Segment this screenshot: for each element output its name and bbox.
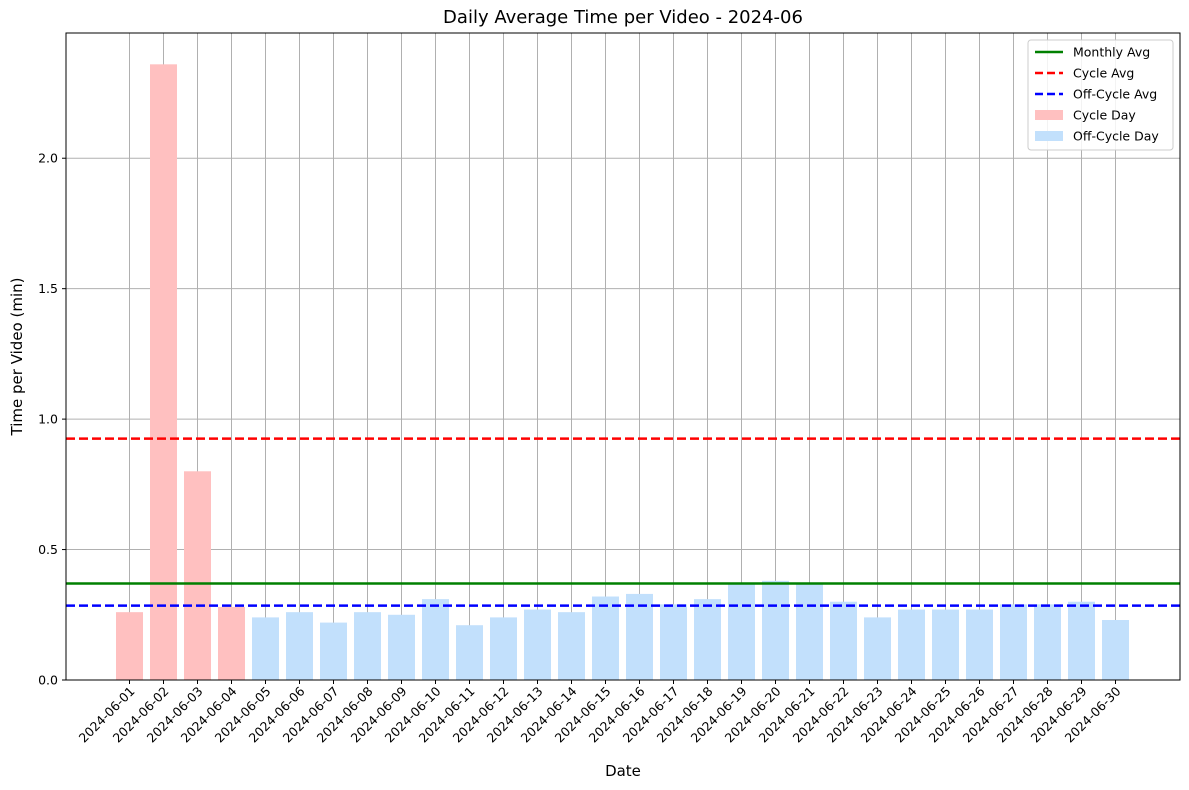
y-axis-ticks: 0.0 0.5 1.0 1.5 2.0 [38, 151, 66, 688]
reference-lines-layer [66, 437, 1180, 607]
bar-off-cycle-day [728, 583, 755, 680]
bar-off-cycle-day [796, 583, 823, 680]
chart-title: Daily Average Time per Video - 2024-06 [443, 7, 803, 28]
bar-off-cycle-day [898, 609, 925, 680]
y-axis-label: Time per Video (min) [8, 278, 26, 437]
legend-swatch-patch [1035, 110, 1063, 120]
bar-off-cycle-day [762, 580, 789, 680]
bar-off-cycle-day [286, 612, 313, 680]
bar-off-cycle-day [1034, 604, 1061, 680]
bar-off-cycle-day [694, 599, 721, 680]
bar-off-cycle-day [354, 612, 381, 680]
bar-off-cycle-day [524, 609, 551, 680]
y-tick-label: 0.5 [38, 542, 58, 557]
bar-off-cycle-day [626, 593, 653, 680]
bar-off-cycle-day [864, 617, 891, 680]
legend-box [1027, 39, 1174, 151]
legend-label: Cycle Day [1073, 108, 1136, 123]
bar-off-cycle-day [966, 609, 993, 680]
legend-label: Off-Cycle Avg [1073, 87, 1157, 102]
x-axis-label: Date [605, 762, 641, 780]
bar-off-cycle-day [1000, 604, 1027, 680]
bar-cycle-day [184, 471, 211, 680]
plot-frame [65, 32, 1181, 681]
bar-off-cycle-day [320, 622, 347, 680]
bar-off-cycle-day [1102, 619, 1129, 680]
legend-label: Monthly Avg [1073, 45, 1150, 60]
bar-off-cycle-day [830, 601, 857, 680]
y-tick-label: 0.0 [38, 673, 58, 688]
x-axis-ticks: 2024-06-012024-06-022024-06-032024-06-04… [76, 680, 1124, 745]
legend: Monthly Avg Cycle Avg Off-Cycle Avg Cycle D… [1027, 39, 1174, 151]
y-tick-label: 2.0 [38, 151, 58, 166]
y-tick-label: 1.5 [38, 281, 58, 296]
legend-swatch-patch [1035, 131, 1063, 141]
bar-off-cycle-day [1068, 601, 1095, 680]
bar-off-cycle-day [422, 599, 449, 680]
y-tick-label: 1.0 [38, 412, 58, 427]
bar-off-cycle-day [558, 612, 585, 680]
bar-off-cycle-day [490, 617, 517, 680]
bar-off-cycle-day [660, 604, 687, 680]
bar-cycle-day [150, 64, 177, 680]
bar-cycle-day [116, 612, 143, 680]
bar-off-cycle-day [252, 617, 279, 680]
bar-off-cycle-day [456, 625, 483, 680]
legend-label: Off-Cycle Day [1073, 129, 1159, 144]
bar-off-cycle-day [932, 609, 959, 680]
bars-layer [116, 64, 1129, 680]
bar-cycle-day [218, 606, 245, 680]
legend-label: Cycle Avg [1073, 66, 1134, 81]
bar-off-cycle-day [388, 614, 415, 680]
bar-off-cycle-day [592, 596, 619, 680]
